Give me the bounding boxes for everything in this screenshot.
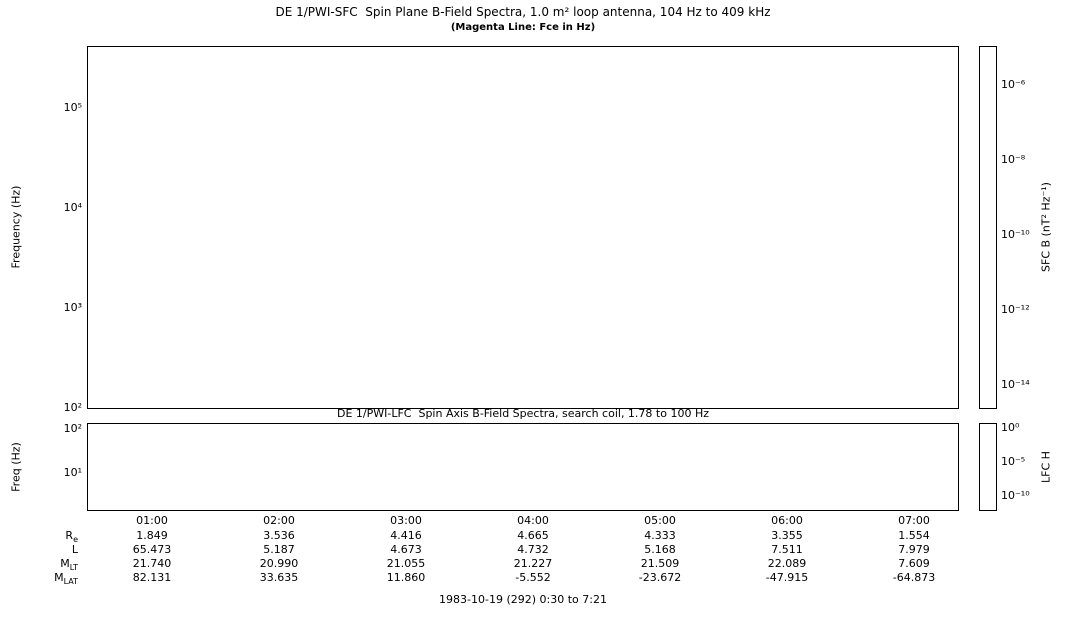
- eph-cell: 21.509: [640, 557, 680, 570]
- sfc-ytick-label: 10⁴: [63, 201, 82, 214]
- xtick-label: 01:00: [136, 514, 168, 527]
- eph-cell: -5.552: [515, 571, 551, 584]
- lfc-cbtick-label: 10⁰: [1001, 421, 1020, 434]
- eph-cell: 4.333: [644, 529, 676, 542]
- eph-cell: 21.740: [132, 557, 172, 570]
- eph-cell: 4.665: [517, 529, 549, 542]
- sfc-title: DE 1/PWI-SFC Spin Plane B-Field Spectra,…: [275, 5, 771, 19]
- eph-cell: 7.979: [898, 543, 930, 556]
- sfc-cbtick-label: 10⁻⁶: [1001, 78, 1026, 91]
- eph-cell: 5.168: [644, 543, 676, 556]
- footer-caption: 1983-10-19 (292) 0:30 to 7:21: [439, 593, 607, 606]
- fce-legend-note: (Magenta Line: Fce in Hz): [450, 22, 596, 33]
- lfc-cbtick-label: 10⁻¹⁰: [1001, 489, 1030, 502]
- lfc-title: DE 1/PWI-LFC Spin Axis B-Field Spectra, …: [336, 407, 710, 420]
- eph-row-label-mlat: MLAT: [54, 571, 78, 587]
- eph-cell: 1.849: [136, 529, 168, 542]
- xtick-label: 04:00: [517, 514, 549, 527]
- xtick-label: 03:00: [390, 514, 422, 527]
- sfc-cbtick-label: 10⁻¹²: [1001, 303, 1030, 316]
- eph-cell: 4.673: [390, 543, 422, 556]
- eph-cell: 4.732: [517, 543, 549, 556]
- sfc-cbtick-label: 10⁻⁸: [1001, 153, 1026, 166]
- eph-row-label-re: Re: [65, 529, 78, 545]
- sfc-ytick-label: 10⁵: [63, 101, 82, 114]
- eph-cell: 21.227: [513, 557, 553, 570]
- xtick-label: 06:00: [771, 514, 803, 527]
- sfc-ytick-label: 10³: [63, 301, 82, 314]
- sfc-cbtick-label: 10⁻¹⁰: [1001, 228, 1030, 241]
- eph-cell: 65.473: [132, 543, 172, 556]
- eph-row-label-mlt: MLT: [60, 557, 78, 573]
- eph-cell: 3.355: [771, 529, 803, 542]
- eph-cell: 82.131: [132, 571, 172, 584]
- eph-cell: -47.915: [765, 571, 809, 584]
- eph-cell: 7.609: [898, 557, 930, 570]
- eph-cell: 4.416: [390, 529, 422, 542]
- eph-cell: -23.672: [638, 571, 682, 584]
- eph-cell: 11.860: [386, 571, 426, 584]
- xtick-label: 05:00: [644, 514, 676, 527]
- eph-row-label-l: L: [71, 543, 78, 556]
- sfc-ytick-label: 10²: [63, 401, 82, 414]
- eph-cell: 22.089: [767, 557, 807, 570]
- lfc-ytick-label: 10²: [63, 422, 82, 435]
- eph-cell: -64.873: [892, 571, 936, 584]
- lfc-cbtick-label: 10⁻⁵: [1001, 455, 1026, 468]
- xtick-label: 02:00: [263, 514, 295, 527]
- eph-cell: 5.187: [263, 543, 295, 556]
- eph-cell: 33.635: [259, 571, 299, 584]
- eph-cell: 3.536: [263, 529, 295, 542]
- sfc-cbtick-label: 10⁻¹⁴: [1001, 378, 1030, 391]
- lfc-ytick-label: 10¹: [63, 466, 82, 479]
- eph-cell: 21.055: [386, 557, 426, 570]
- eph-cell: 7.511: [771, 543, 803, 556]
- eph-cell: 1.554: [898, 529, 930, 542]
- eph-cell: 20.990: [259, 557, 299, 570]
- xtick-label: 07:00: [898, 514, 930, 527]
